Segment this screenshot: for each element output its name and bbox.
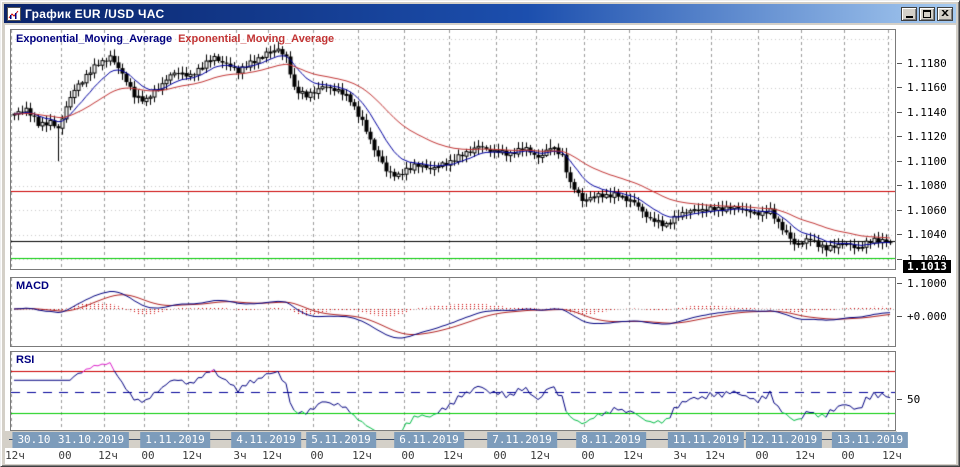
chart-icon <box>8 10 19 19</box>
time-tick-label: 3ч <box>673 449 687 462</box>
close-button[interactable]: x <box>937 6 953 21</box>
price-tick-label: 1.1160 <box>907 81 947 94</box>
price-tick-label: 1.1140 <box>907 106 947 119</box>
macd-canvas[interactable] <box>11 278 895 346</box>
date-badge: 6.11.2019 <box>394 432 464 448</box>
date-badge: 7.11.2019 <box>487 432 557 448</box>
current-price-tag: 1.1013 <box>903 260 951 273</box>
rsi-label: RSI <box>16 354 35 366</box>
time-tick-label: 12ч <box>705 449 725 462</box>
price-tick-mark <box>897 161 902 162</box>
price-tick-label: 1.1040 <box>907 228 947 241</box>
price-tick-label: 1.1060 <box>907 204 947 217</box>
price-tick-mark <box>897 185 902 186</box>
time-tick-label: 00 <box>310 449 324 462</box>
time-tick-label: 12ч <box>795 449 815 462</box>
price-tick-label: 1.1180 <box>907 57 947 70</box>
title-bar[interactable]: График EUR /USD ЧАС x <box>4 4 956 23</box>
time-tick-label: 12ч <box>882 449 902 462</box>
time-tick-label: 12ч <box>530 449 550 462</box>
price-tick-label: 1.1120 <box>907 130 947 143</box>
price-tick-label: 1.1080 <box>907 179 947 192</box>
rsi-level-label: 50 <box>907 393 921 406</box>
minimize-button[interactable] <box>901 6 917 21</box>
price-tick-mark <box>897 210 902 211</box>
time-tick-label: 00 <box>493 449 507 462</box>
time-tick-label: 12ч <box>98 449 118 462</box>
price-tick-label: 1.1100 <box>907 155 947 168</box>
date-axis[interactable]: 30.10 31.10.2019 1.11.2019 4.11.2019 5.11.20… <box>5 431 909 448</box>
date-badge: 8.11.2019 <box>576 432 646 448</box>
ema-fast-legend-label: Exponential_Moving_Average <box>16 33 173 45</box>
time-tick-label: 3ч <box>233 449 247 462</box>
time-tick-label: 12ч <box>5 449 25 462</box>
ema-slow-legend-label: Exponential_Moving_Average <box>178 33 335 45</box>
window-title: График EUR /USD ЧАС <box>25 6 165 21</box>
price-axis[interactable]: 1.1180 1.1160 1.1140 1.1120 1.1100 1.1080 1.10… <box>897 29 956 431</box>
time-axis[interactable]: 12ч 00 12ч 00 12ч 3ч 12ч 00 12ч 00 12ч 00 12ч 00 12ч 3ч… <box>5 448 956 464</box>
time-tick-label: 12ч <box>182 449 202 462</box>
rsi-panel: RSI <box>10 351 896 431</box>
price-chart-canvas[interactable] <box>11 30 895 269</box>
time-tick-label: 00 <box>755 449 769 462</box>
rsi-canvas[interactable] <box>11 352 895 430</box>
price-tick-mark <box>897 136 902 137</box>
date-badge: 4.11.2019 <box>231 432 301 448</box>
time-tick-label: 12ч <box>623 449 643 462</box>
macd-label: MACD <box>16 280 49 292</box>
time-tick-label: 12ч <box>262 449 282 462</box>
time-tick-label: 00 <box>401 449 415 462</box>
date-badge: 12.11.2019 <box>745 432 823 448</box>
macd-zero-label: +0.000 <box>907 310 947 323</box>
price-tick-mark <box>897 63 902 64</box>
price-tick-mark <box>897 87 902 88</box>
price-tick-mark <box>897 283 902 284</box>
macd-tick-mark <box>897 316 902 317</box>
price-tick-mark <box>897 112 902 113</box>
date-badge: 5.11.2019 <box>306 432 376 448</box>
date-badge: 11.11.2019 <box>667 432 745 448</box>
date-badge: 31.10.2019 <box>52 432 130 448</box>
chart-client-area: Exponential_Moving_Average Exponential_Mo… <box>5 25 956 464</box>
price-chart-panel: Exponential_Moving_Average Exponential_Mo… <box>10 29 896 270</box>
date-badge: 1.11.2019 <box>140 432 210 448</box>
rsi-tick-mark <box>897 399 902 400</box>
price-tick-mark <box>897 234 902 235</box>
close-icon: x <box>941 7 949 19</box>
time-tick-label: 12ч <box>443 449 463 462</box>
time-tick-label: 00 <box>841 449 855 462</box>
minimize-icon <box>905 15 913 18</box>
time-tick-label: 00 <box>58 449 72 462</box>
price-tick-label: 1.1000 <box>907 277 947 290</box>
date-badge: 13.11.2019 <box>831 432 909 448</box>
time-tick-label: 00 <box>141 449 155 462</box>
macd-panel: MACD <box>10 277 896 347</box>
maximize-button[interactable] <box>919 6 935 21</box>
time-tick-label: 12ч <box>352 449 372 462</box>
date-badge: 30.10 <box>12 432 56 448</box>
indicator-legend: Exponential_Moving_Average Exponential_Mo… <box>16 33 334 45</box>
price-tick-mark <box>897 259 902 260</box>
time-tick-label: 00 <box>581 449 595 462</box>
window-icon <box>7 6 21 21</box>
maximize-icon <box>923 9 931 18</box>
